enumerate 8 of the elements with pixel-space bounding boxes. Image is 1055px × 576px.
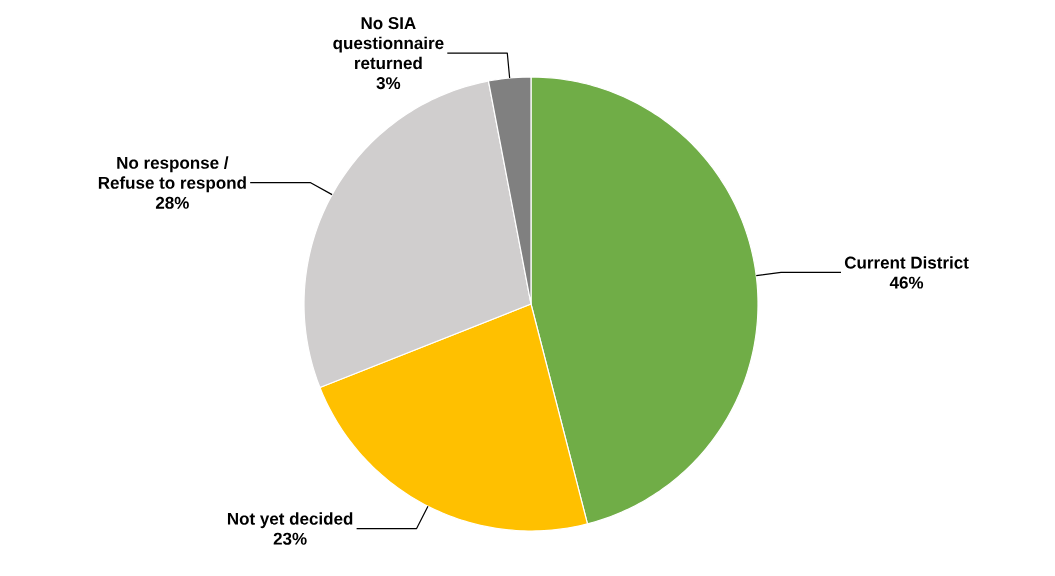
data-label: 23%: [273, 532, 307, 545]
data-label: 46%: [889, 276, 924, 289]
slice-label: Not yet decided: [227, 512, 353, 529]
slice-label: No SIA questionnaire returned: [333, 17, 444, 70]
data-label: 3%: [376, 77, 401, 90]
data-label: 28%: [155, 196, 189, 209]
slice-label: Current District: [844, 256, 969, 269]
slice-label: No response / Refuse to respond: [98, 156, 246, 193]
